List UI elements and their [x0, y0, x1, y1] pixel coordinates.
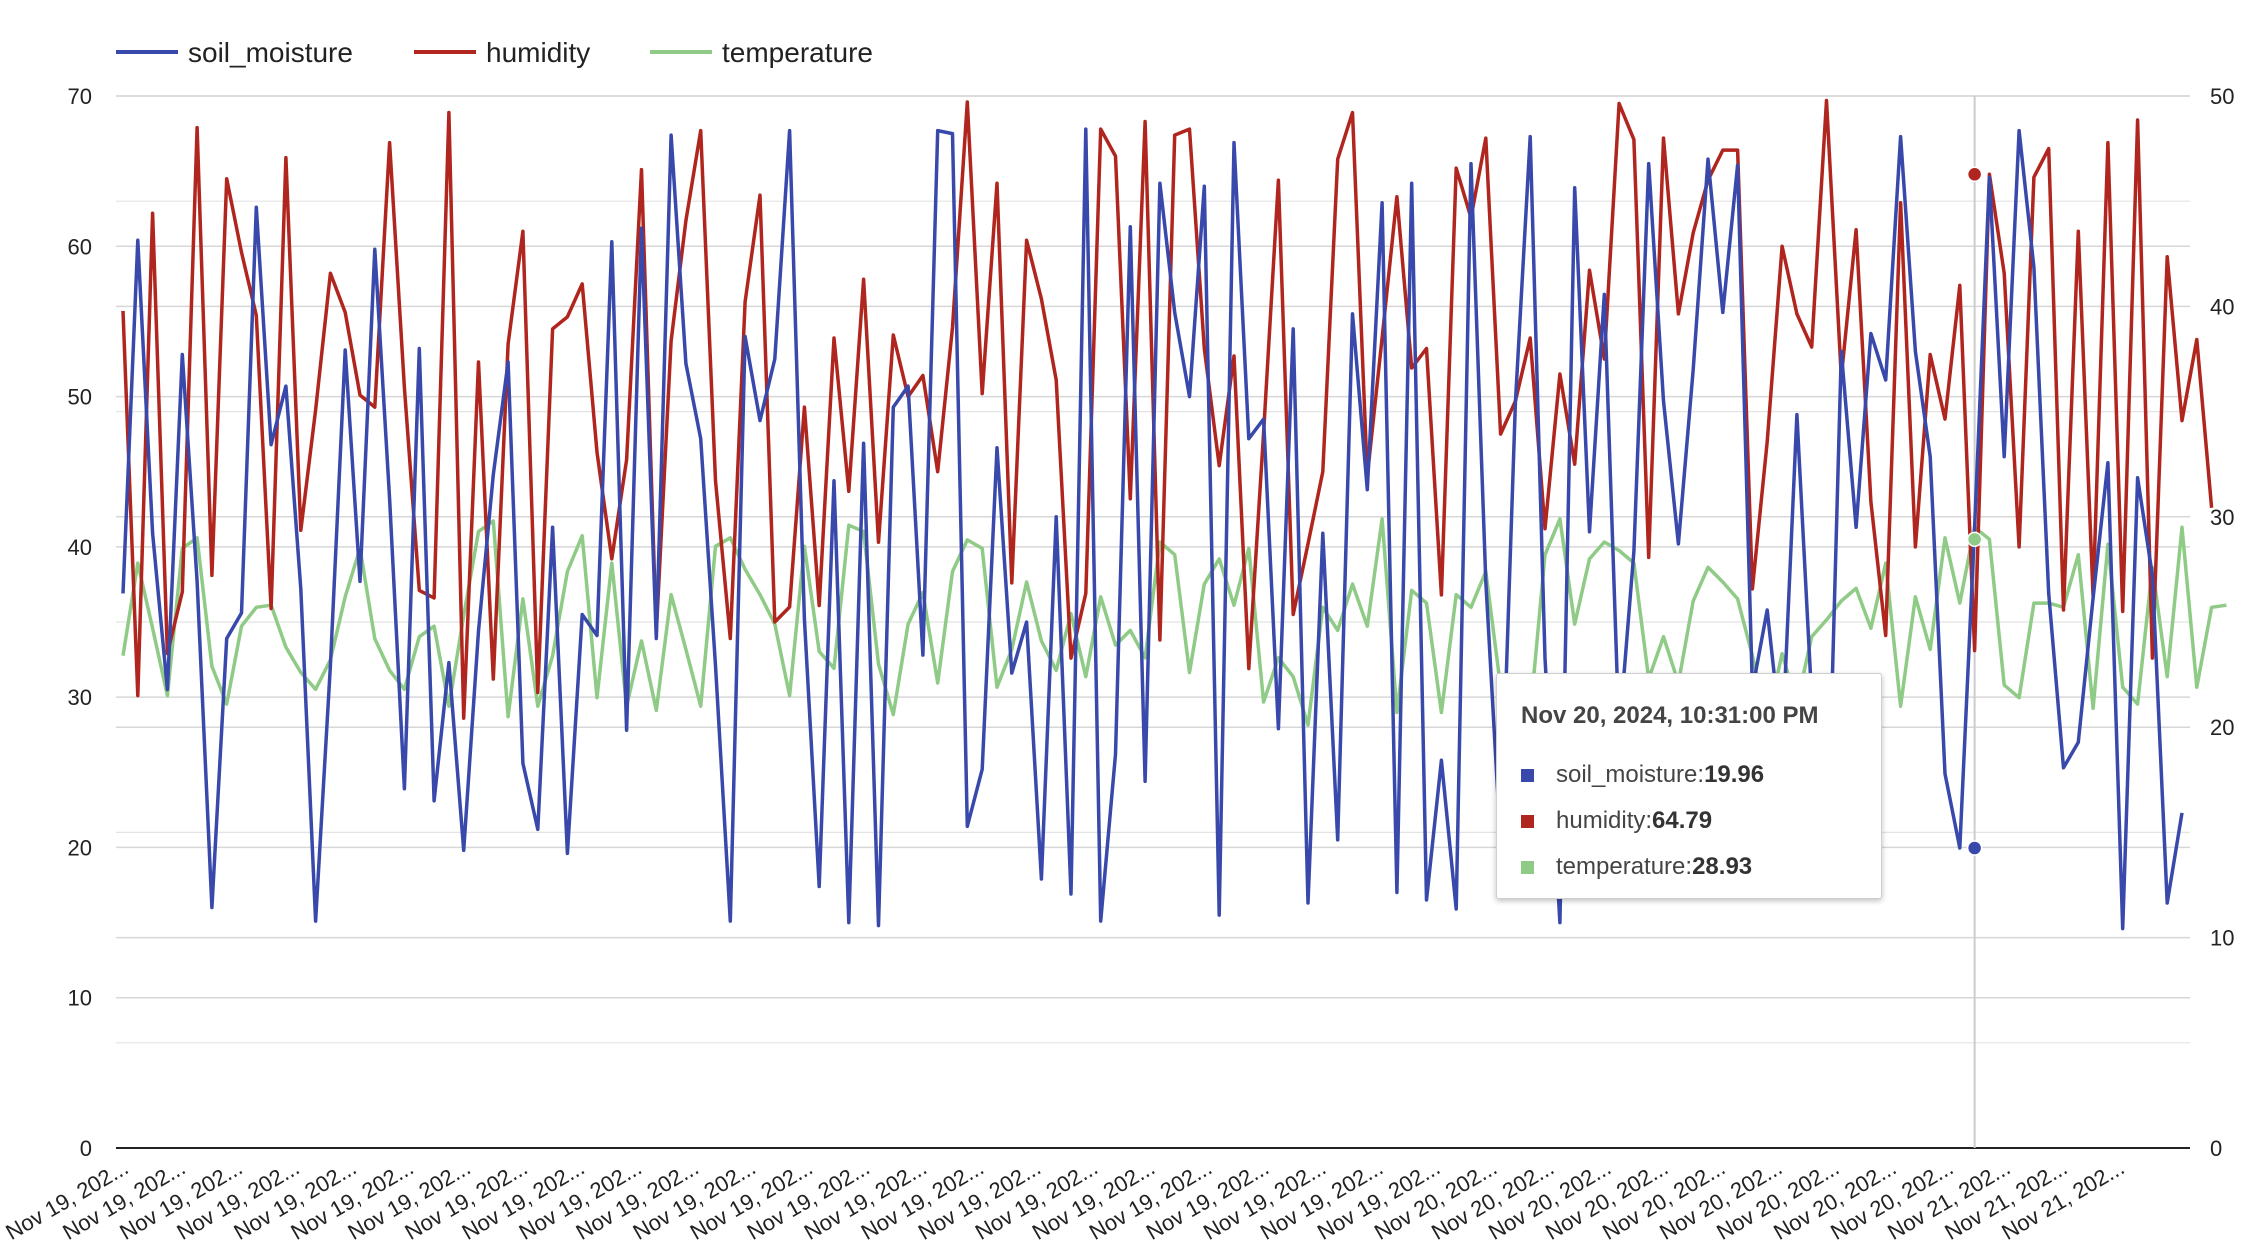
- right-tick-label: 30: [2210, 505, 2234, 530]
- hover-point-soil-moisture: [1966, 840, 1983, 856]
- left-tick-label: 30: [68, 685, 92, 710]
- x-axis-tick-labels: Nov 19, 202...Nov 19, 202...Nov 19, 202.…: [1, 1155, 2128, 1245]
- right-tick-label: 10: [2210, 926, 2234, 951]
- left-tick-label: 20: [68, 835, 92, 860]
- left-tick-label: 10: [68, 986, 92, 1011]
- left-tick-label: 0: [80, 1136, 92, 1161]
- tooltip-label-soil-moisture: soil_moisture:: [1556, 761, 1705, 788]
- left-tick-label: 40: [68, 535, 92, 560]
- tooltip-swatch-humidity: [1521, 814, 1534, 828]
- right-tick-label: 50: [2210, 84, 2234, 109]
- tooltip-value-soil-moisture: 19.96: [1704, 761, 1765, 788]
- legend-item-soil-moisture[interactable]: soil_moisture: [116, 37, 353, 68]
- legend-item-humidity[interactable]: humidity: [414, 37, 590, 68]
- left-tick-label: 50: [68, 385, 92, 410]
- left-axis-tick-labels: 0 10 20 30 40 50 60 70: [68, 84, 92, 1161]
- tooltip-value-humidity: 64.79: [1652, 807, 1713, 834]
- data-tooltip: Nov 20, 2024, 10:31:00 PM soil_moisture:…: [1496, 673, 1882, 899]
- series-line-soil-moisture[interactable]: [121, 127, 2184, 931]
- hover-point-humidity: [1966, 166, 1983, 183]
- series-line-temperature[interactable]: [121, 517, 2227, 727]
- tooltip-row-humidity: humidity: 64.79: [1521, 798, 1857, 844]
- left-tick-label: 60: [68, 234, 92, 259]
- hover-point-temperature: [1966, 531, 1983, 548]
- right-tick-label: 20: [2210, 715, 2234, 740]
- right-axis-tick-labels: 0 10 20 30 40 50: [2210, 84, 2234, 1161]
- right-tick-label: 40: [2210, 294, 2234, 319]
- legend-item-temperature[interactable]: temperature: [650, 37, 873, 68]
- tooltip-row-soil-moisture: soil_moisture: 19.96: [1521, 752, 1857, 798]
- tooltip-title: Nov 20, 2024, 10:31:00 PM: [1521, 702, 1819, 729]
- left-tick-label: 70: [68, 84, 92, 109]
- series-line-humidity[interactable]: [121, 98, 2214, 720]
- legend-label-temperature: temperature: [722, 37, 873, 68]
- series-lines[interactable]: [121, 98, 2227, 931]
- tooltip-swatch-soil-moisture: [1521, 768, 1534, 782]
- right-tick-label: 0: [2210, 1136, 2222, 1161]
- hover-points: [1966, 166, 1983, 856]
- tooltip-swatch-temperature: [1521, 860, 1534, 874]
- legend: soil_moisture humidity temperature: [116, 37, 873, 68]
- legend-label-humidity: humidity: [486, 37, 590, 68]
- legend-label-soil-moisture: soil_moisture: [188, 37, 353, 68]
- tooltip-label-humidity: humidity:: [1556, 807, 1653, 834]
- tooltip-label-temperature: temperature:: [1556, 853, 1693, 880]
- tooltip-value-temperature: 28.93: [1692, 853, 1753, 880]
- tooltip-row-temperature: temperature: 28.93: [1521, 844, 1857, 890]
